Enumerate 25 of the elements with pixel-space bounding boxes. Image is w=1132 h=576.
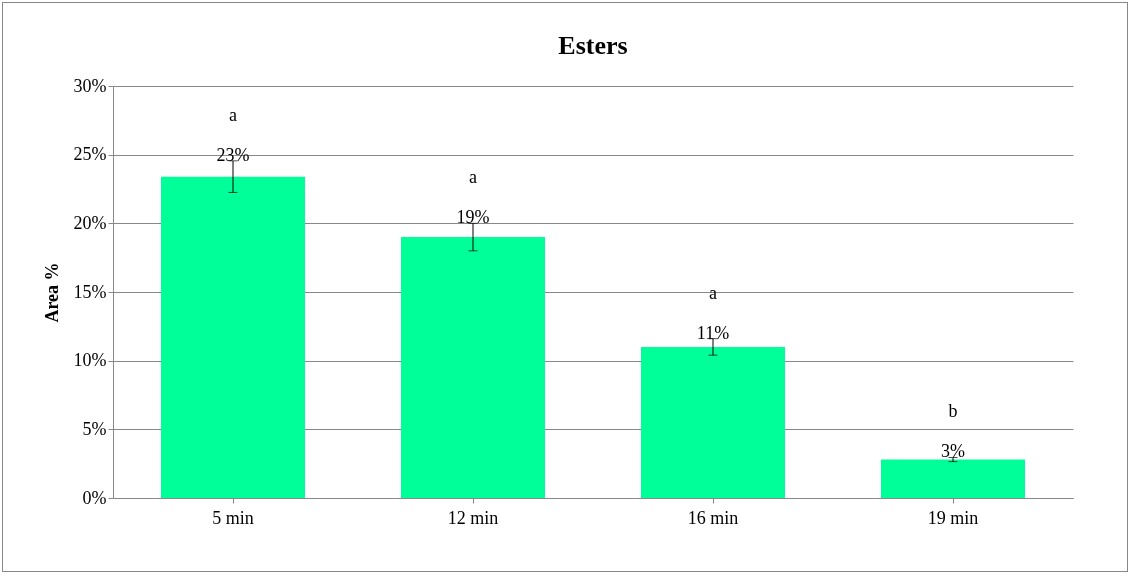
annotation: a bbox=[709, 282, 717, 303]
chart-title: Esters bbox=[558, 31, 628, 60]
data-label: 11% bbox=[696, 322, 730, 343]
data-label: 3% bbox=[941, 441, 965, 462]
x-tick-label: 16 min bbox=[687, 507, 739, 528]
y-tick-label: 20% bbox=[73, 212, 107, 233]
y-tick-label: 15% bbox=[73, 281, 107, 302]
data-label: 23% bbox=[216, 144, 250, 165]
x-tick-label: 12 min bbox=[447, 507, 499, 528]
x-tick-label: 19 min bbox=[927, 507, 979, 528]
bar bbox=[161, 176, 305, 498]
annotation: a bbox=[229, 104, 237, 125]
y-tick-label: 5% bbox=[82, 418, 107, 439]
x-tick-label: 5 min bbox=[212, 507, 254, 528]
y-axis-title: Area % bbox=[41, 262, 62, 323]
bar bbox=[881, 459, 1025, 498]
y-tick-label: 25% bbox=[73, 144, 107, 165]
data-label: 19% bbox=[456, 207, 490, 228]
y-tick-label: 0% bbox=[82, 487, 107, 508]
y-tick-label: 10% bbox=[73, 350, 107, 371]
annotation: b bbox=[948, 401, 958, 422]
bar bbox=[401, 237, 545, 498]
bar bbox=[641, 346, 785, 498]
y-tick-label: 30% bbox=[73, 75, 107, 96]
annotation: a bbox=[469, 167, 477, 188]
